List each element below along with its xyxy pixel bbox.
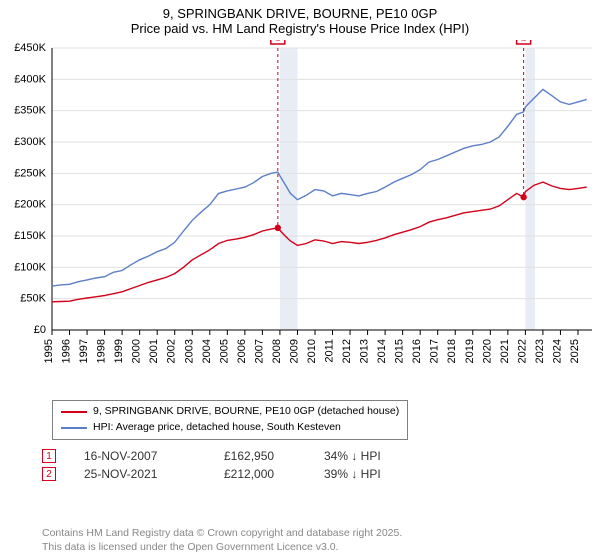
detail-pct: 39% ↓ HPI [324,467,381,481]
svg-text:2003: 2003 [183,339,195,363]
copyright-text: Contains HM Land Registry data © Crown c… [42,526,402,554]
svg-text:2000: 2000 [131,339,143,363]
svg-text:2004: 2004 [201,339,213,363]
svg-text:2007: 2007 [253,339,265,363]
sale-detail-row: 1 16-NOV-2007£162,95034% ↓ HPI [42,449,381,463]
chart-svg: £0 £50K £100K £150K £200K £250K £300K £350K £400… [0,40,600,390]
svg-text:£50K: £50K [20,293,46,305]
svg-text:2025: 2025 [569,339,581,363]
legend-box: 9, SPRINGBANK DRIVE, BOURNE, PE10 0GP (d… [52,400,408,440]
svg-text:2010: 2010 [306,339,318,363]
svg-text:2006: 2006 [236,339,248,363]
svg-text:2023: 2023 [534,339,546,363]
svg-text:2005: 2005 [218,339,230,363]
svg-text:2022: 2022 [516,339,528,363]
chart-title: 9, SPRINGBANK DRIVE, BOURNE, PE10 0GP [0,6,600,21]
detail-date: 25-NOV-2021 [84,467,224,481]
svg-text:£200K: £200K [14,199,46,211]
detail-price: £162,950 [224,449,324,463]
svg-text:2012: 2012 [341,339,353,363]
detail-date: 16-NOV-2007 [84,449,224,463]
detail-price: £212,000 [224,467,324,481]
svg-text:2008: 2008 [271,339,283,363]
svg-text:2018: 2018 [446,339,458,363]
chart-area: £0 £50K £100K £150K £200K £250K £300K £350K £400… [0,40,600,390]
legend-label: 9, SPRINGBANK DRIVE, BOURNE, PE10 0GP (d… [93,404,399,420]
svg-text:1998: 1998 [96,339,108,363]
svg-text:£250K: £250K [14,167,46,179]
svg-text:2024: 2024 [551,339,563,363]
svg-text:1996: 1996 [61,339,73,363]
legend-swatch [61,411,87,413]
svg-text:1: 1 [275,40,281,44]
svg-text:2: 2 [521,40,527,44]
detail-pct: 34% ↓ HPI [324,449,381,463]
legend-swatch [61,427,87,429]
svg-text:£450K: £450K [14,42,46,54]
svg-text:£0: £0 [34,324,46,336]
svg-text:£150K: £150K [14,230,46,242]
sale-detail-rows: 1 16-NOV-2007£162,95034% ↓ HPI 2 25-NOV-202… [42,445,381,485]
svg-text:2017: 2017 [429,339,441,363]
svg-text:£100K: £100K [14,261,46,273]
chart-subtitle: Price paid vs. HM Land Registry's House … [0,21,600,36]
legend-row: HPI: Average price, detached house, Sout… [61,420,399,436]
sale-detail-row: 2 25-NOV-2021£212,00039% ↓ HPI [42,467,381,481]
svg-text:2011: 2011 [324,339,336,363]
legend-row: 9, SPRINGBANK DRIVE, BOURNE, PE10 0GP (d… [61,404,399,420]
svg-text:1995: 1995 [43,339,55,363]
svg-text:1999: 1999 [113,339,125,363]
svg-text:2009: 2009 [288,339,300,363]
svg-text:£300K: £300K [14,136,46,148]
legend-label: HPI: Average price, detached house, Sout… [93,420,341,436]
svg-text:£350K: £350K [14,105,46,117]
svg-text:2016: 2016 [411,339,423,363]
svg-text:2014: 2014 [376,339,388,363]
svg-text:2002: 2002 [166,339,178,363]
svg-text:2019: 2019 [464,339,476,363]
copyright-line-2: This data is licensed under the Open Gov… [42,540,402,554]
svg-text:1997: 1997 [78,339,90,363]
copyright-line-1: Contains HM Land Registry data © Crown c… [42,526,402,540]
svg-text:£400K: £400K [14,73,46,85]
detail-marker: 2 [42,467,56,481]
svg-text:2021: 2021 [499,339,511,363]
svg-text:2013: 2013 [359,339,371,363]
svg-text:2020: 2020 [481,339,493,363]
svg-text:2001: 2001 [148,339,160,363]
detail-marker: 1 [42,449,56,463]
svg-text:2015: 2015 [394,339,406,363]
